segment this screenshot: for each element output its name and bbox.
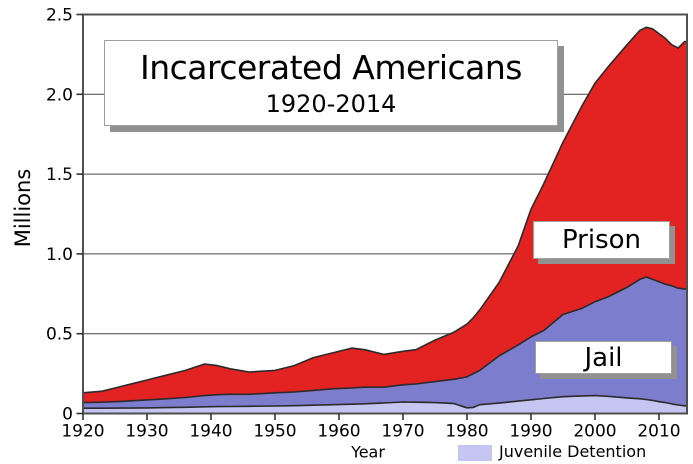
legend: Juvenile Detention <box>458 442 647 461</box>
y-tick-label: 2.5 <box>46 6 73 26</box>
x-tick-label: 2010 <box>637 422 680 442</box>
y-tick-label: 0 <box>62 405 73 425</box>
x-tick-label: 1920 <box>61 422 104 442</box>
x-tick-label: 1940 <box>189 422 232 442</box>
y-tick-label: 1.5 <box>46 165 73 185</box>
x-tick-label: 1990 <box>509 422 552 442</box>
jail-label-text: Jail <box>584 342 623 373</box>
jail-series-label: Jail <box>535 341 672 374</box>
x-tick-label: 1980 <box>445 422 488 442</box>
prison-area <box>83 27 687 403</box>
x-tick-label: 1950 <box>253 422 296 442</box>
y-tick-label: 2.0 <box>46 85 73 105</box>
chart-title-box: Incarcerated Americans 1920-2014 <box>104 40 558 126</box>
prison-boundary-line <box>82 26 687 394</box>
x-tick-label: 1970 <box>381 422 424 442</box>
y-axis-title: Millions <box>11 168 35 248</box>
jail-boundary-line <box>82 276 687 404</box>
juvenile-detention-legend-label: Juvenile Detention <box>499 442 647 461</box>
x-tick-label: 1930 <box>125 422 168 442</box>
chart-title: Incarcerated Americans <box>139 48 523 87</box>
y-tick-label: 0.5 <box>46 325 73 345</box>
plot-border <box>82 13 688 415</box>
jail-area <box>83 277 687 409</box>
prison-series-label: Prison <box>533 221 670 259</box>
juvenile-detention-swatch <box>458 445 492 461</box>
x-tick-label: 1960 <box>317 422 360 442</box>
y-tick-label: 1.0 <box>46 245 73 265</box>
juvenile-detention-boundary-line <box>83 394 687 410</box>
x-axis-title: Year <box>351 442 385 462</box>
x-tick-label: 2000 <box>573 422 616 442</box>
prison-label-text: Prison <box>561 225 642 255</box>
chart-subtitle: 1920-2014 <box>265 90 397 118</box>
